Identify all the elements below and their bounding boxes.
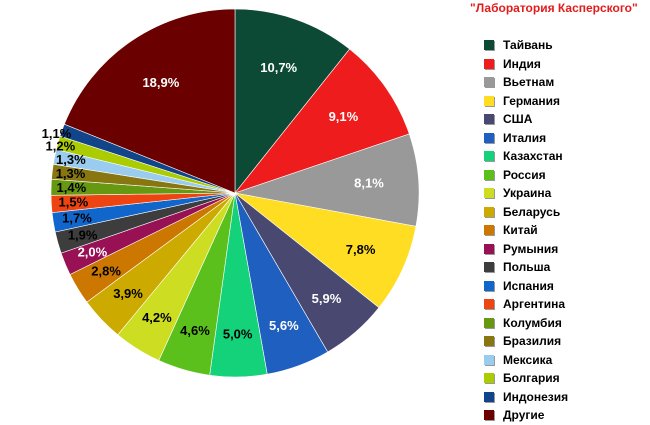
legend-label: Румыния xyxy=(503,241,559,256)
legend-label: Китай xyxy=(503,223,538,238)
legend-label: Вьетнам xyxy=(503,75,555,90)
legend-item: Румыния xyxy=(484,240,568,259)
slice-label-1: 9,1% xyxy=(329,109,359,124)
legend-swatch xyxy=(484,188,494,199)
slice-label-4: 5,9% xyxy=(312,291,342,306)
legend-swatch xyxy=(484,262,494,273)
legend-swatch xyxy=(484,77,494,88)
slice-label-18: 1,2% xyxy=(46,138,76,153)
legend-label: Бразилия xyxy=(503,334,562,349)
legend-swatch xyxy=(484,225,494,236)
legend-label: Тайвань xyxy=(503,38,553,53)
legend-label: Мексика xyxy=(503,352,553,367)
legend-label: США xyxy=(503,112,533,127)
slice-label-0: 10,7% xyxy=(260,60,297,75)
legend-item: Казахстан xyxy=(484,147,568,166)
legend-item: Болгария xyxy=(484,369,568,388)
slice-label-7: 4,6% xyxy=(180,323,210,338)
legend-swatch xyxy=(484,169,494,180)
legend-item: Италия xyxy=(484,129,568,148)
legend-label: Индия xyxy=(503,56,541,71)
slice-label-15: 1,4% xyxy=(57,180,87,195)
legend-label: Индонезия xyxy=(503,389,569,404)
legend-item: Россия xyxy=(484,166,568,185)
legend-swatch xyxy=(484,58,494,69)
legend-label: Украина xyxy=(503,186,552,201)
legend-swatch xyxy=(484,206,494,217)
legend-swatch xyxy=(484,299,494,310)
legend-item: Индия xyxy=(484,55,568,74)
legend-swatch xyxy=(484,132,494,143)
legend-label: Казахстан xyxy=(503,149,563,164)
slice-label-8: 4,2% xyxy=(142,310,172,325)
legend-swatch xyxy=(484,354,494,365)
legend-item: Вьетнам xyxy=(484,73,568,92)
legend-swatch xyxy=(484,151,494,162)
legend-item: Другие xyxy=(484,406,568,425)
legend-label: Испания xyxy=(503,278,554,293)
slice-label-10: 2,8% xyxy=(91,263,121,278)
legend-label: Польша xyxy=(503,260,551,275)
legend-item: Мексика xyxy=(484,351,568,370)
legend-swatch xyxy=(484,317,494,328)
slice-label-16: 1,3% xyxy=(56,166,86,181)
pie-slice-20 xyxy=(63,8,236,194)
slice-label-5: 5,6% xyxy=(269,318,299,333)
slice-label-12: 1,9% xyxy=(68,228,98,243)
legend-item: Беларусь xyxy=(484,203,568,222)
legend-item: Германия xyxy=(484,92,568,111)
legend-swatch xyxy=(484,114,494,125)
legend-item: Украина xyxy=(484,184,568,203)
legend-item: Индонезия xyxy=(484,388,568,407)
pie-chart: 10,7% 9,1% 8,1% 7,8% 5,9% 5,6% 5,0% 4,6% 4,2% 3,9… xyxy=(42,8,420,378)
legend-item: Бразилия xyxy=(484,332,568,351)
legend-swatch xyxy=(484,243,494,254)
legend-swatch xyxy=(484,410,494,421)
slice-label-9: 3,9% xyxy=(113,286,143,301)
slice-label-3: 7,8% xyxy=(346,242,376,257)
pie-slice-1 xyxy=(234,48,410,194)
legend-label: Колумбия xyxy=(503,315,562,330)
legend-item: Польша xyxy=(484,258,568,277)
legend-swatch xyxy=(484,95,494,106)
slice-label-6: 5,0% xyxy=(223,327,253,342)
legend: Тайвань Индия Вьетнам Германия США Италия Каза… xyxy=(484,36,568,425)
legend-label: Италия xyxy=(503,130,547,145)
slice-label-13: 1,7% xyxy=(62,211,92,226)
slice-label-20: 18,9% xyxy=(142,75,179,90)
legend-swatch xyxy=(484,280,494,291)
legend-item: Испания xyxy=(484,277,568,296)
pie-slice-0 xyxy=(234,8,351,194)
chart-title: "Лаборатория Касперского" xyxy=(470,1,638,15)
legend-swatch xyxy=(484,336,494,347)
slice-label-17: 1,3% xyxy=(56,152,86,167)
legend-swatch xyxy=(484,391,494,402)
legend-item: Китай xyxy=(484,221,568,240)
slice-label-2: 8,1% xyxy=(354,175,384,190)
slice-label-11: 2,0% xyxy=(78,245,108,260)
legend-item: Колумбия xyxy=(484,314,568,333)
legend-swatch xyxy=(484,373,494,384)
legend-label: Болгария xyxy=(503,371,560,386)
legend-item: Аргентина xyxy=(484,295,568,314)
legend-label: Беларусь xyxy=(503,204,561,219)
slice-label-19: 1,1% xyxy=(42,126,72,141)
pie-slice-2 xyxy=(233,133,420,227)
slice-label-14: 1,5% xyxy=(59,195,89,210)
legend-swatch xyxy=(484,40,494,51)
legend-item: США xyxy=(484,110,568,129)
legend-label: Германия xyxy=(503,93,561,108)
legend-label: Другие xyxy=(503,408,545,423)
legend-item: Тайвань xyxy=(484,36,568,55)
legend-label: Аргентина xyxy=(503,297,566,312)
legend-label: Россия xyxy=(503,167,546,182)
